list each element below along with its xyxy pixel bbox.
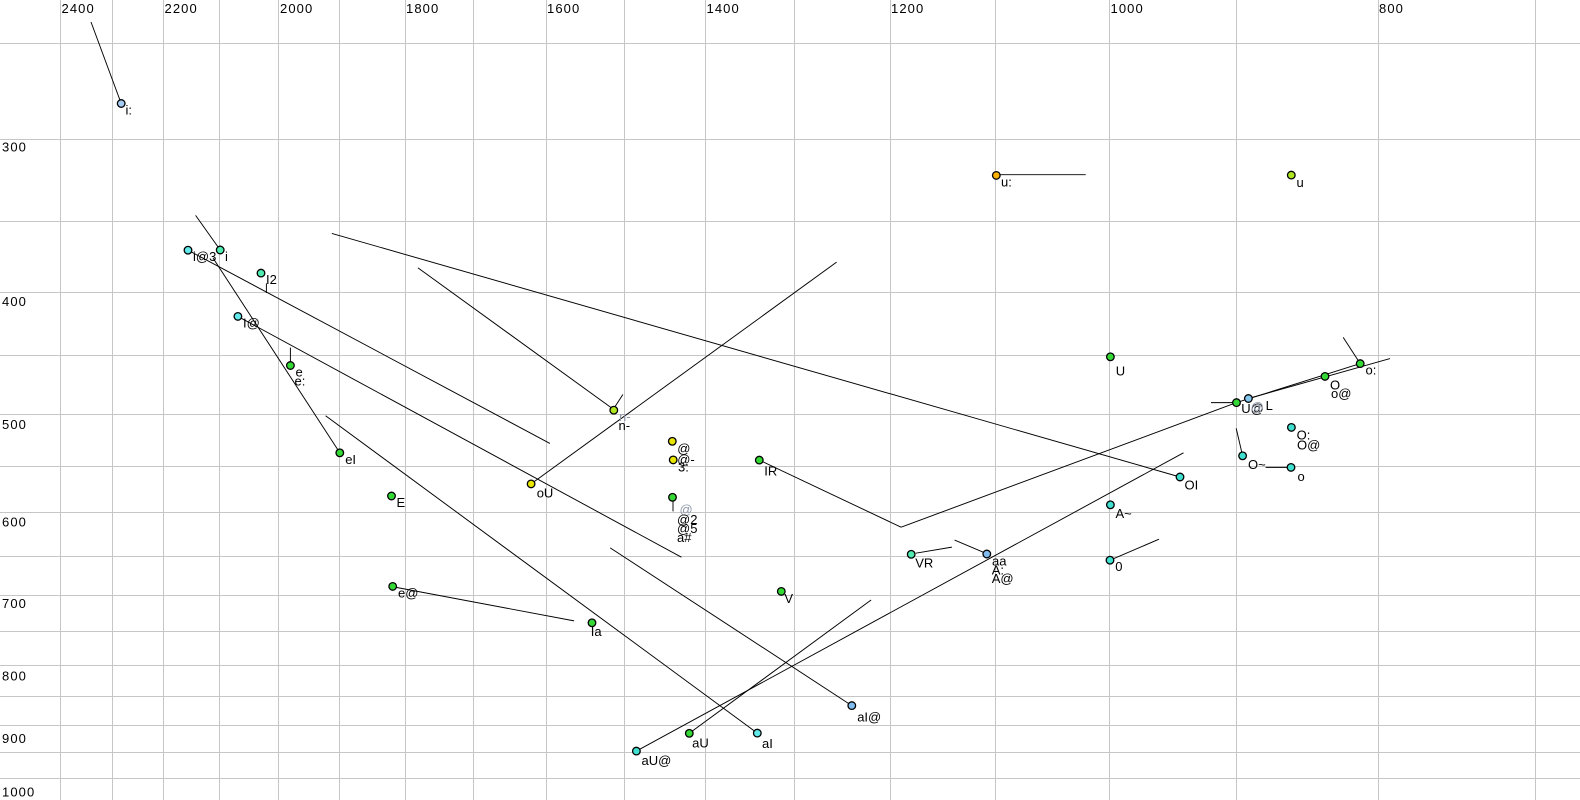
svg-text:2400: 2400 bbox=[62, 1, 95, 16]
svg-text:300: 300 bbox=[2, 139, 27, 154]
svg-text:@-: @- bbox=[677, 452, 695, 467]
svg-text:O~: O~ bbox=[1248, 457, 1266, 472]
svg-text:A@: A@ bbox=[992, 571, 1014, 586]
svg-text:O:: O: bbox=[1297, 427, 1311, 442]
svg-text:U@: U@ bbox=[1241, 401, 1264, 416]
svg-text:aU: aU bbox=[692, 736, 709, 751]
svg-text:2000: 2000 bbox=[280, 1, 313, 16]
svg-text:VR: VR bbox=[915, 556, 933, 571]
svg-text:O@: O@ bbox=[1297, 437, 1320, 452]
svg-text:e:: e: bbox=[295, 374, 306, 389]
svg-text:@5: @5 bbox=[677, 521, 697, 536]
svg-text:2200: 2200 bbox=[165, 1, 198, 16]
svg-text:e@: e@ bbox=[398, 585, 418, 600]
svg-text:600: 600 bbox=[2, 514, 27, 529]
svg-text:L: L bbox=[1266, 398, 1273, 413]
svg-text:V: V bbox=[784, 591, 793, 606]
svg-text:@: @ bbox=[677, 441, 690, 456]
svg-text:IR: IR bbox=[764, 464, 777, 479]
svg-text:0: 0 bbox=[1115, 559, 1122, 574]
svg-text:i@3: i@3 bbox=[193, 249, 216, 264]
svg-text:aI@: aI@ bbox=[857, 710, 881, 725]
svg-text:1200: 1200 bbox=[891, 1, 924, 16]
svg-text:oU: oU bbox=[537, 485, 554, 500]
svg-text:eI: eI bbox=[345, 452, 356, 467]
svg-text:i: i bbox=[225, 249, 228, 264]
svg-text:o: o bbox=[1298, 469, 1305, 484]
svg-text:a#: a# bbox=[677, 530, 692, 545]
svg-text:O: O bbox=[1330, 377, 1340, 392]
svg-text:I2: I2 bbox=[266, 272, 277, 287]
svg-text:n-: n- bbox=[619, 418, 631, 433]
svg-text:OI: OI bbox=[1185, 477, 1199, 492]
svg-text:E: E bbox=[397, 495, 406, 510]
svg-text:Ia: Ia bbox=[591, 624, 603, 639]
svg-text:400: 400 bbox=[2, 294, 27, 309]
svg-text:u: u bbox=[1297, 175, 1304, 190]
svg-text:800: 800 bbox=[2, 668, 27, 683]
svg-text:aa: aa bbox=[992, 553, 1007, 568]
svg-text:500: 500 bbox=[2, 417, 27, 432]
svg-text:900: 900 bbox=[2, 731, 27, 746]
svg-text:700: 700 bbox=[2, 596, 27, 611]
svg-text:@: @ bbox=[1251, 399, 1264, 414]
svg-text:n-: n- bbox=[619, 409, 631, 424]
svg-text:1000: 1000 bbox=[2, 784, 35, 799]
svg-text:1000: 1000 bbox=[1111, 1, 1144, 16]
svg-text:i:: i: bbox=[126, 103, 133, 118]
svg-text:U: U bbox=[1116, 363, 1125, 378]
svg-text:aU@: aU@ bbox=[642, 753, 672, 768]
svg-text:I@: I@ bbox=[243, 315, 260, 330]
svg-text:3:: 3: bbox=[678, 460, 689, 475]
svg-text:@: @ bbox=[680, 502, 693, 517]
svg-text:1800: 1800 bbox=[406, 1, 439, 16]
svg-text:800: 800 bbox=[1379, 1, 1404, 16]
svg-text:o:: o: bbox=[1366, 362, 1377, 377]
svg-text:A~: A~ bbox=[1116, 506, 1133, 521]
svg-text:@2: @2 bbox=[677, 512, 697, 527]
svg-text:u:: u: bbox=[1001, 175, 1012, 190]
svg-text:aI: aI bbox=[762, 736, 773, 751]
svg-text:1400: 1400 bbox=[707, 1, 740, 16]
svg-text:1600: 1600 bbox=[547, 1, 580, 16]
svg-text:e: e bbox=[296, 365, 303, 380]
svg-text:A:: A: bbox=[992, 563, 1004, 578]
svg-text:o@: o@ bbox=[1331, 386, 1351, 401]
